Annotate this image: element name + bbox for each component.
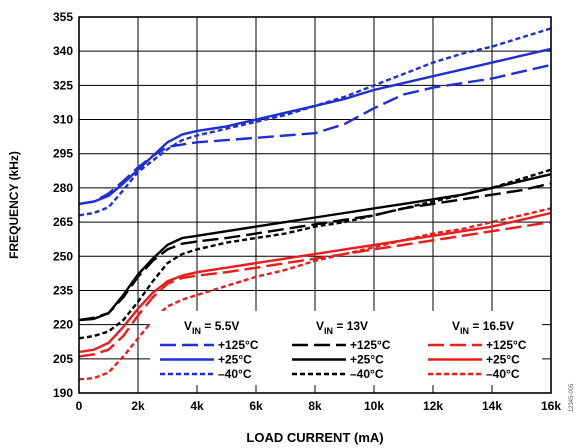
x-axis-label: LOAD CURRENT (mA): [246, 430, 383, 445]
legend-group-title: VIN = 5.5V: [184, 319, 239, 336]
series-line: [78, 220, 552, 358]
series-line: [78, 207, 552, 381]
legend-entry-label: +125°C: [218, 338, 259, 352]
legend-entry-label: +125°C: [486, 338, 527, 352]
x-tick-label: 12k: [423, 399, 443, 413]
x-tick-label: 8k: [308, 399, 322, 413]
y-tick-label: 310: [53, 113, 73, 127]
x-tick-label: 10k: [364, 399, 384, 413]
y-tick-label: 340: [53, 44, 73, 58]
legend-background: [150, 311, 542, 385]
y-tick-label: 295: [53, 147, 73, 161]
legend-entry-label: –40°C: [350, 367, 384, 381]
tick-labels: 190 205 220 235 250 265 280 295 310 325 340 355 0 2k 4…: [53, 10, 561, 413]
x-tick-label: 2k: [131, 399, 145, 413]
series-line: [78, 168, 552, 340]
x-tick-label: 4k: [190, 399, 204, 413]
x-tick-label: 6k: [249, 399, 263, 413]
x-tick-label: 14k: [482, 399, 502, 413]
y-tick-label: 190: [53, 386, 73, 400]
plot-frame: [78, 16, 552, 394]
y-tick-label: 280: [53, 181, 73, 195]
x-tick-label: 0: [76, 399, 83, 413]
y-tick-label: 265: [53, 215, 73, 229]
series-line: [78, 47, 552, 206]
y-tick-label: 250: [53, 249, 73, 263]
x-tick-label: 16k: [541, 399, 561, 413]
legend-entry-label: –40°C: [486, 367, 520, 381]
legend-group-title: VIN = 16.5V: [452, 319, 514, 336]
legend-group-title: VIN = 13V: [316, 319, 368, 336]
y-tick-label: 220: [53, 318, 73, 332]
series-line: [78, 182, 552, 322]
series-line: [78, 211, 552, 354]
watermark: 12345-005: [569, 383, 575, 412]
series-line: [78, 63, 552, 206]
legend-entry-label: +25°C: [350, 353, 384, 367]
legend-entry-label: +25°C: [218, 353, 252, 367]
y-tick-label: 205: [53, 352, 73, 366]
y-axis-label: FREQUENCY (kHz): [7, 151, 21, 259]
legend-entry-label: +25°C: [486, 353, 520, 367]
y-tick-label: 235: [53, 283, 73, 297]
chart-series: [78, 27, 552, 381]
legend-entry-label: –40°C: [218, 367, 252, 381]
y-tick-label: 355: [53, 10, 73, 24]
y-tick-label: 325: [53, 78, 73, 92]
legend-entry-label: +125°C: [350, 338, 391, 352]
series-line: [78, 173, 552, 322]
